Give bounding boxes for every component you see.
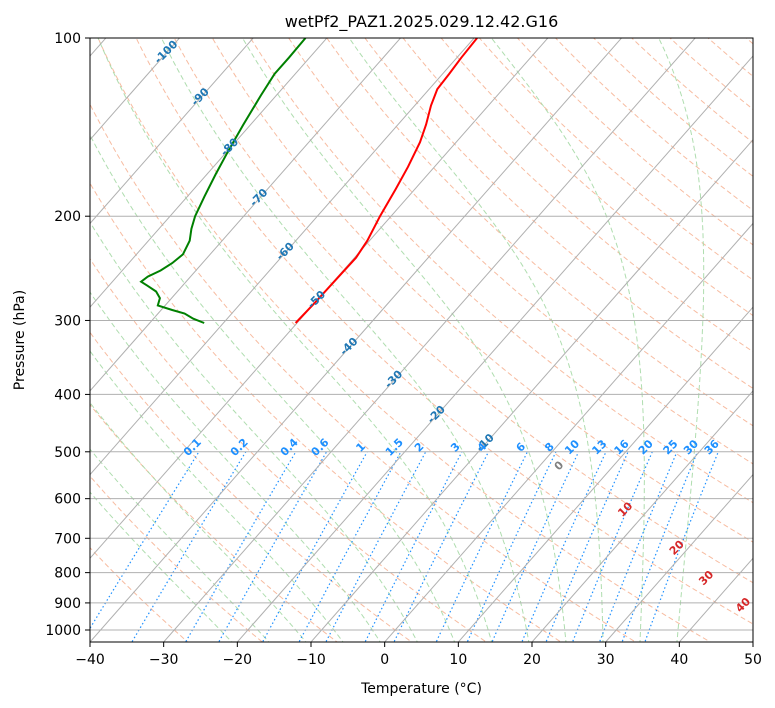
y-tick-label: 100: [54, 31, 81, 47]
x-tick-label: 20: [523, 652, 541, 668]
isotherm-line: [90, 38, 402, 392]
x-axis-label: Temperature (°C): [360, 681, 482, 697]
isotherm-line: [163, 38, 696, 642]
mixing-ratio-line: [90, 451, 200, 630]
dry-adiabat-line: [97, 38, 712, 642]
dry-adiabat-line: [173, 38, 753, 584]
plot-frame: [89, 37, 754, 643]
chart-title: wetPf2_PAZ1.2025.029.12.42.G16: [285, 12, 559, 32]
isotherm-line: [90, 38, 623, 642]
isotherm-line: [531, 390, 753, 642]
y-tick-label: 200: [54, 209, 81, 225]
isotherm-line: [605, 473, 753, 642]
moist-adiabat-line: [90, 401, 307, 642]
dry-adiabat-line: [90, 331, 413, 642]
sounding-traces: [139, 38, 478, 324]
isotherm-line: [90, 38, 328, 308]
dry-adiabat-line: [631, 38, 753, 144]
isotherm-line: [310, 138, 753, 642]
mixing-ratio-line: [184, 451, 297, 642]
isotherm-line: [384, 222, 753, 642]
dry-adiabat-line: [90, 257, 488, 642]
dry-adiabat-line: [402, 38, 753, 353]
isotherm-line: [90, 38, 254, 225]
mixing-ratio-line: [466, 451, 557, 642]
dry-adiabat-line: [249, 38, 753, 504]
y-tick-label: 1000: [45, 623, 81, 639]
x-tick-label: −10: [296, 652, 326, 668]
mixing-ratio-lines: [90, 451, 719, 642]
y-tick-label: 300: [54, 313, 81, 329]
isotherm-line: [236, 55, 753, 642]
y-tick-label: 500: [54, 445, 81, 461]
mixing-ratio-line: [621, 451, 699, 642]
y-tick-label: 700: [54, 531, 81, 547]
dry-adiabat-line: [592, 38, 753, 177]
dry-adiabat-line: [326, 38, 753, 427]
x-tick-label: 10: [449, 652, 467, 668]
y-tick-label: 900: [54, 596, 81, 612]
mixing-ratio-line: [325, 451, 427, 642]
mixing-ratio-line: [298, 451, 402, 642]
isotherm-line: [90, 38, 549, 560]
x-tick-label: 50: [744, 652, 762, 668]
x-axis: −40 −30 −20 −10 0 10 20 30 40 50: [75, 642, 762, 668]
dry-adiabat-line: [288, 38, 753, 465]
x-tick-label: −30: [149, 652, 179, 668]
dry-adiabat-line: [211, 38, 753, 543]
y-axis: 100 200 300 400 500 600 700 800 900 1000: [45, 31, 90, 639]
isotherm-line: [457, 306, 753, 642]
y-axis-label: Pressure (hPa): [12, 290, 28, 390]
y-tick-label: 600: [54, 492, 81, 508]
mixing-ratio-line: [571, 451, 653, 642]
pressure-gridlines: [90, 38, 753, 631]
x-tick-label: 0: [380, 652, 389, 668]
isotherm-line: [90, 38, 181, 141]
x-tick-label: −20: [223, 652, 253, 668]
x-tick-label: 40: [670, 652, 688, 668]
mixing-ratio-line: [598, 451, 678, 642]
dry-adiabat-line: [440, 38, 753, 317]
dry-adiabat-line: [90, 182, 562, 642]
dry-adiabat-line: [90, 475, 264, 642]
dry-adiabat-line: [364, 38, 753, 390]
dry-adiabat-line: [516, 38, 753, 246]
x-tick-label: 30: [597, 652, 615, 668]
x-tick-label: −40: [75, 652, 105, 668]
skewed-isotherms: [90, 38, 753, 642]
dry-adiabats: [90, 38, 753, 642]
dewpoint-line: [139, 38, 307, 324]
isotherm-line: [90, 38, 475, 476]
y-tick-label: 800: [54, 566, 81, 582]
dry-adiabat-line: [90, 103, 637, 642]
mixing-ratio-line: [364, 451, 463, 642]
mixing-ratio-line: [435, 451, 528, 642]
y-tick-label: 400: [54, 387, 81, 403]
temperature-line: [294, 38, 478, 324]
